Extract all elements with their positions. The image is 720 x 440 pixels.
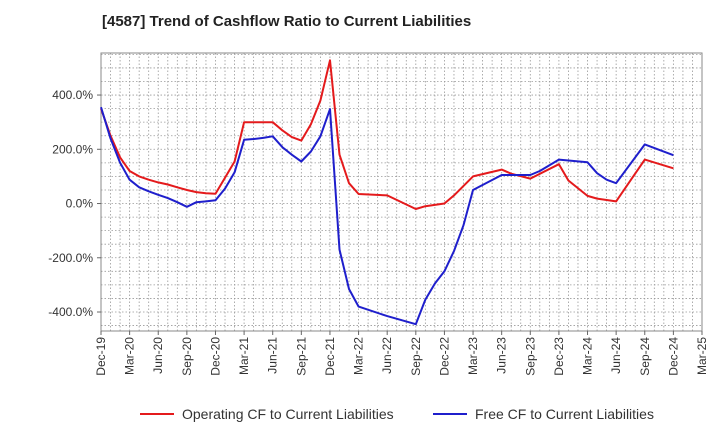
legend-label: Operating CF to Current Liabilities [182, 406, 394, 422]
x-tick-label: Dec-19 [94, 337, 108, 376]
x-tick-label: Dec-22 [437, 337, 451, 376]
chart-title: [4587] Trend of Cashflow Ratio to Curren… [102, 13, 472, 30]
y-tick-label: -400.0% [48, 305, 93, 319]
y-tick-label: 400.0% [52, 88, 93, 102]
x-tick-label: Dec-23 [552, 337, 566, 376]
series-lines [100, 59, 674, 326]
x-tick-label: Sep-22 [409, 337, 423, 376]
free-cf-series-line [100, 106, 674, 326]
x-tick-label: Mar-24 [581, 337, 595, 375]
x-tick-label: Jun-21 [266, 337, 280, 374]
x-tick-label: Dec-20 [208, 337, 222, 376]
y-tick-label: -200.0% [48, 251, 93, 265]
y-tick-label: 200.0% [52, 142, 93, 156]
x-tick-label: Mar-23 [466, 337, 480, 375]
x-tick-label: Mar-22 [352, 337, 366, 375]
x-tick-label: Jun-22 [380, 337, 394, 374]
x-tick-label: Sep-23 [523, 337, 537, 376]
x-tick-label: Mar-20 [123, 337, 137, 375]
legend: Operating CF to Current Liabilities Free … [140, 406, 654, 422]
x-tick-label: Dec-21 [323, 337, 337, 376]
y-tick-label: 0.0% [66, 197, 94, 211]
x-tick-label: Sep-20 [180, 337, 194, 376]
axis-tick-labels: 400.0% 200.0% 0.0% -200.0% -400.0% Dec-19 Mar-… [48, 88, 709, 376]
x-tick-label: Jun-24 [609, 337, 623, 374]
x-tick-label: Jun-20 [151, 337, 165, 374]
x-tick-label: Mar-25 [695, 337, 709, 375]
grid-lines [101, 53, 702, 331]
operating-cf-series-line [100, 59, 674, 210]
x-tick-label: Sep-24 [638, 337, 652, 376]
legend-label: Free CF to Current Liabilities [475, 406, 654, 422]
plot-area [100, 52, 703, 332]
x-tick-label: Jun-23 [495, 337, 509, 374]
x-tick-label: Sep-21 [294, 337, 308, 376]
x-tick-label: Dec-24 [666, 337, 680, 376]
x-tick-label: Mar-21 [237, 337, 251, 375]
